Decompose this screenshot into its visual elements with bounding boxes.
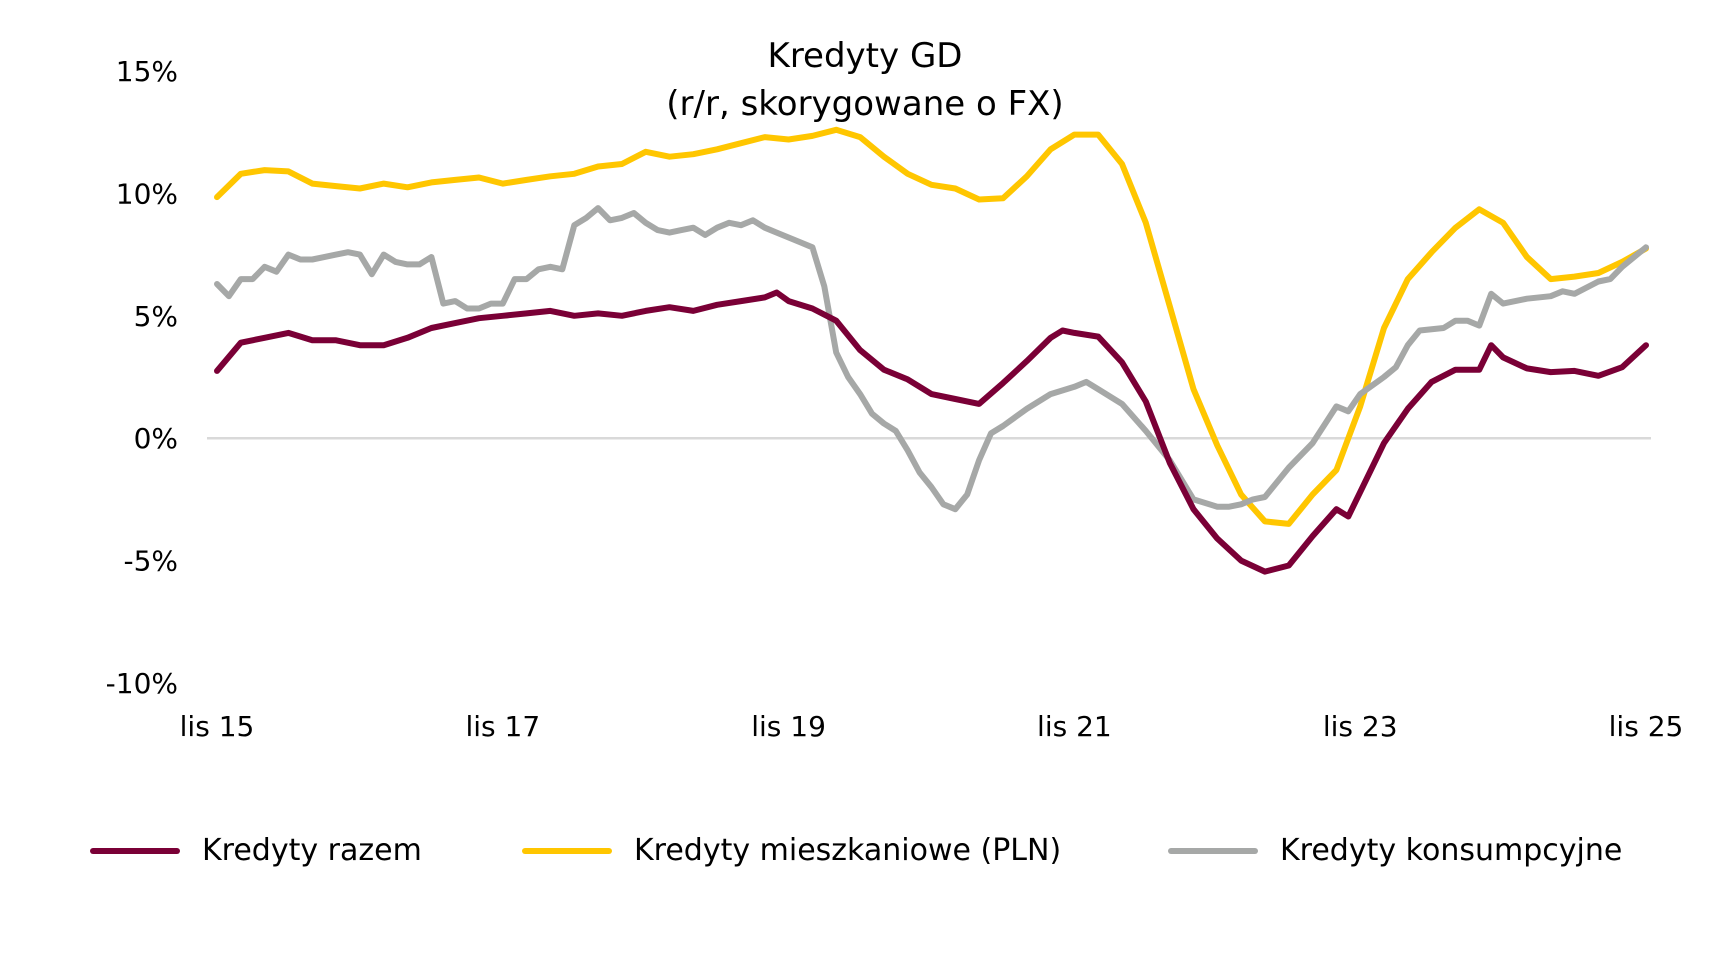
- legend-label: Kredyty konsumpcyjne: [1280, 833, 1623, 868]
- y-tick-label: 10%: [116, 177, 178, 210]
- legend-swatch: [90, 847, 180, 854]
- legend-item-konsumpcyjne: Kredyty konsumpcyjne: [1168, 833, 1622, 868]
- legend-label: Kredyty razem: [202, 833, 422, 868]
- x-tick-label: lis 21: [1037, 710, 1112, 743]
- y-tick-label: -5%: [123, 545, 178, 578]
- series-line-kredyty-mieszkaniowe-pln: [214, 126, 1649, 527]
- legend-swatch: [1168, 847, 1258, 854]
- y-tick-label: -10%: [106, 667, 178, 700]
- series-line-kredyty-razem: [214, 289, 1649, 575]
- series-line-kredyty-konsumpcyjne: [214, 205, 1649, 513]
- chart-title: Kredyty GD: [767, 36, 963, 76]
- x-tick-label: lis 17: [465, 710, 540, 743]
- chart-subtitle: (r/r, skorygowane o FX): [666, 84, 1064, 124]
- x-tick-label: lis 25: [1609, 710, 1684, 743]
- y-tick-label: 0%: [134, 422, 178, 455]
- x-tick-label: lis 19: [751, 710, 826, 743]
- legend-label: Kredyty mieszkaniowe (PLN): [634, 833, 1062, 868]
- legend-swatch: [522, 847, 612, 854]
- y-tick-label: 5%: [134, 300, 178, 333]
- x-tick-label: lis 23: [1323, 710, 1398, 743]
- legend-item-mieszkaniowe: Kredyty mieszkaniowe (PLN): [522, 833, 1061, 868]
- x-tick-label: lis 15: [180, 710, 255, 743]
- legend-item-razem: Kredyty razem: [90, 833, 422, 868]
- y-tick-label: 15%: [116, 55, 178, 88]
- legend: Kredyty razem Kredyty mieszkaniowe (PLN)…: [0, 833, 1730, 873]
